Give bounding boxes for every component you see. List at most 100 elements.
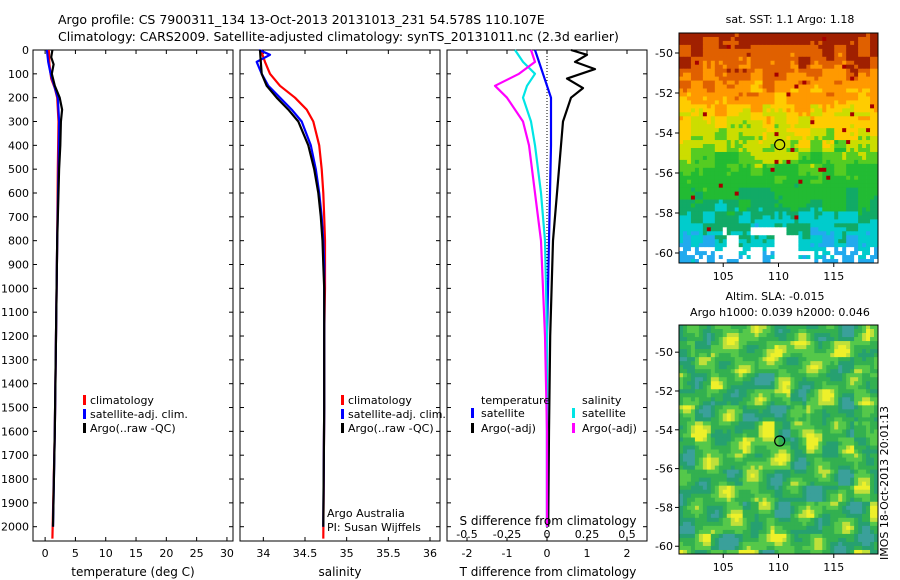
map-cell bbox=[726, 40, 732, 46]
map-cell bbox=[858, 357, 863, 362]
map-cell bbox=[726, 84, 732, 89]
map-cell bbox=[706, 128, 712, 133]
map-cell bbox=[810, 48, 815, 54]
map-cell bbox=[866, 33, 871, 38]
map-cell bbox=[766, 337, 771, 342]
map-cell bbox=[826, 136, 831, 141]
map-cell bbox=[822, 341, 827, 346]
map-cell bbox=[702, 100, 708, 105]
map-cell bbox=[806, 167, 811, 173]
map-cell bbox=[834, 151, 839, 157]
map-cell bbox=[834, 120, 839, 125]
map-cell bbox=[750, 44, 756, 50]
map-cell bbox=[734, 72, 740, 78]
map-cell bbox=[790, 100, 795, 105]
map-cell bbox=[814, 175, 819, 181]
map-cell bbox=[838, 167, 843, 173]
map-cell bbox=[730, 433, 736, 438]
map-cell bbox=[830, 465, 835, 471]
map-cell bbox=[830, 52, 835, 58]
map-cell bbox=[830, 64, 835, 70]
map-cell bbox=[698, 148, 704, 153]
map-cell bbox=[782, 183, 787, 189]
map-cell bbox=[814, 349, 819, 354]
map-cell bbox=[822, 337, 827, 342]
map-cell bbox=[798, 433, 803, 438]
map-cell bbox=[778, 333, 783, 338]
map-cell bbox=[754, 425, 759, 430]
map-cell bbox=[870, 171, 875, 177]
map-cell bbox=[718, 40, 724, 46]
map-cell bbox=[738, 104, 744, 109]
map-cell bbox=[702, 140, 708, 145]
map-cell bbox=[798, 33, 803, 38]
map-cell bbox=[862, 361, 867, 366]
map-cell bbox=[870, 195, 875, 200]
map-cell bbox=[694, 413, 700, 418]
y-tick-label: 1100 bbox=[1, 306, 29, 319]
map-cell bbox=[730, 199, 736, 204]
map-cell bbox=[826, 112, 831, 117]
map-cell bbox=[726, 433, 732, 438]
map-cell bbox=[710, 429, 716, 434]
map-cell bbox=[830, 76, 835, 81]
map-cell bbox=[774, 393, 779, 398]
map-cell bbox=[718, 33, 724, 38]
map-cell bbox=[806, 449, 811, 454]
map-cell bbox=[858, 84, 863, 89]
map-cell bbox=[874, 136, 879, 141]
map-cell bbox=[742, 437, 748, 442]
map-cell bbox=[702, 469, 708, 475]
map-cell bbox=[742, 33, 748, 38]
map-cell bbox=[702, 80, 708, 85]
map-cell bbox=[830, 120, 835, 125]
map-cell bbox=[758, 132, 763, 137]
map-cell bbox=[718, 68, 724, 74]
map-cell bbox=[742, 92, 748, 97]
map-cell bbox=[714, 361, 720, 366]
map-cell bbox=[850, 175, 855, 181]
map-cell bbox=[854, 325, 859, 330]
map-cell bbox=[790, 433, 795, 438]
map-cell bbox=[686, 445, 692, 450]
map-cell bbox=[850, 120, 855, 125]
map-cell bbox=[694, 33, 700, 38]
map-cell bbox=[870, 167, 875, 173]
map-cell bbox=[710, 124, 716, 129]
map-cell bbox=[814, 461, 819, 467]
map-cell bbox=[802, 381, 807, 386]
map-cell bbox=[702, 72, 708, 78]
map-cell bbox=[834, 167, 839, 173]
map-cell bbox=[838, 345, 843, 350]
map-cell bbox=[726, 100, 732, 105]
map-cell bbox=[682, 357, 688, 362]
map-cell bbox=[738, 425, 744, 430]
map-cell bbox=[722, 155, 728, 161]
map-cell bbox=[802, 413, 807, 418]
map-cell bbox=[726, 36, 732, 42]
map-cell bbox=[814, 325, 819, 330]
map-cell bbox=[778, 373, 783, 378]
map-cell bbox=[802, 92, 807, 97]
map-cell bbox=[762, 425, 767, 430]
map-cell bbox=[754, 373, 759, 378]
map-cell bbox=[858, 159, 863, 165]
map-cell bbox=[722, 409, 728, 414]
map-cell bbox=[714, 401, 720, 406]
map-cell bbox=[830, 88, 835, 93]
map-cell bbox=[790, 155, 795, 161]
map-cell bbox=[690, 56, 696, 62]
map-cell bbox=[766, 357, 771, 362]
map-cell bbox=[750, 68, 756, 74]
map-cell bbox=[846, 357, 851, 362]
map-cell bbox=[766, 92, 771, 97]
map-cell bbox=[826, 195, 831, 200]
map-cell bbox=[818, 453, 823, 458]
map-cell bbox=[862, 132, 867, 137]
map-cell bbox=[850, 151, 855, 157]
map-cell bbox=[858, 88, 863, 93]
map-cell bbox=[782, 385, 787, 390]
map-cell bbox=[778, 357, 783, 362]
map-cell bbox=[802, 357, 807, 362]
